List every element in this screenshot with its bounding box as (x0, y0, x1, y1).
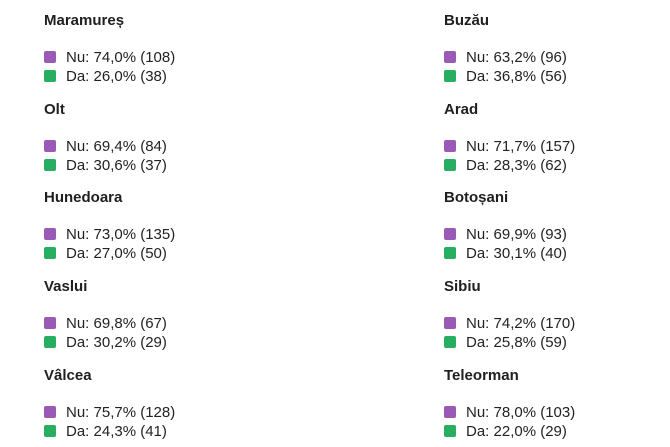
legend-item-da: Da: 30,2% (29) (44, 333, 167, 351)
legend-item-da: Da: 27,0% (50) (44, 244, 167, 262)
legend-item-nu: Nu: 78,0% (103) (444, 403, 575, 421)
legend-label: Da: 28,3% (62) (466, 156, 567, 174)
county-title: Buzău (444, 12, 489, 29)
legend-item-nu: Nu: 69,9% (93) (444, 225, 567, 243)
legend-label: Da: 36,8% (56) (466, 67, 567, 85)
legend-item-da: Da: 28,3% (62) (444, 156, 567, 174)
county-title: Hunedoara (44, 189, 123, 206)
legend-label: Da: 24,3% (41) (66, 422, 167, 440)
legend-swatch-da (444, 247, 456, 259)
legend-label: Da: 25,8% (59) (466, 333, 567, 351)
legend-item-da: Da: 22,0% (29) (444, 422, 567, 440)
county-block: Botoșani Nu: 69,9% (93) Da: 30,1% (40) (444, 177, 664, 263)
county-title: Vâlcea (44, 367, 92, 384)
county-title: Maramureș (44, 12, 125, 29)
legend-item-nu: Nu: 75,7% (128) (44, 403, 175, 421)
legend-item-nu: Nu: 63,2% (96) (444, 48, 567, 66)
county-title: Sibiu (444, 278, 481, 295)
legend-swatch-nu (444, 140, 456, 152)
legend-item-nu: Nu: 69,8% (67) (44, 314, 167, 332)
county-block: Buzău Nu: 63,2% (96) Da: 36,8% (56) (444, 0, 664, 86)
legend-label: Da: 30,2% (29) (66, 333, 167, 351)
legend-item-da: Da: 25,8% (59) (444, 333, 567, 351)
legend-swatch-da (444, 336, 456, 348)
legend-swatch-da (44, 336, 56, 348)
legend-label: Nu: 63,2% (96) (466, 48, 567, 66)
legend-swatch-nu (44, 51, 56, 63)
legend-item-da: Da: 30,1% (40) (444, 244, 567, 262)
legend-label: Da: 30,6% (37) (66, 156, 167, 174)
county-block: Sibiu Nu: 74,2% (170) Da: 25,8% (59) (444, 266, 664, 352)
county-title: Teleorman (444, 367, 519, 384)
county-title: Olt (44, 101, 65, 118)
legend-swatch-da (444, 425, 456, 437)
county-block: Olt Nu: 69,4% (84) Da: 30,6% (37) (44, 89, 264, 175)
county-block: Arad Nu: 71,7% (157) Da: 28,3% (62) (444, 89, 664, 175)
county-title: Vaslui (44, 278, 88, 295)
legend-label: Nu: 71,7% (157) (466, 137, 576, 155)
legend-item-da: Da: 24,3% (41) (44, 422, 167, 440)
legend-label: Da: 26,0% (38) (66, 67, 167, 85)
legend-swatch-nu (444, 406, 456, 418)
county-block: Hunedoara Nu: 73,0% (135) Da: 27,0% (50) (44, 177, 264, 263)
legend-swatch-da (444, 159, 456, 171)
county-block: Vaslui Nu: 69,8% (67) Da: 30,2% (29) (44, 266, 264, 352)
legend-label: Da: 30,1% (40) (466, 244, 567, 262)
legend-swatch-da (44, 159, 56, 171)
legend-label: Da: 27,0% (50) (66, 244, 167, 262)
legend-swatch-nu (44, 228, 56, 240)
legend-item-nu: Nu: 69,4% (84) (44, 137, 167, 155)
legend-item-da: Da: 26,0% (38) (44, 67, 167, 85)
legend-label: Nu: 74,0% (108) (66, 48, 176, 66)
legend-item-nu: Nu: 71,7% (157) (444, 137, 575, 155)
legend-swatch-nu (44, 317, 56, 329)
legend-item-da: Da: 36,8% (56) (444, 67, 567, 85)
legend-swatch-nu (44, 406, 56, 418)
county-title: Arad (444, 101, 479, 118)
legend-swatch-da (44, 425, 56, 437)
legend-swatch-nu (44, 140, 56, 152)
legend-item-nu: Nu: 73,0% (135) (44, 225, 175, 243)
legend-label: Nu: 69,8% (67) (66, 314, 167, 332)
legend-swatch-nu (444, 317, 456, 329)
legend-item-nu: Nu: 74,2% (170) (444, 314, 575, 332)
legend-label: Nu: 74,2% (170) (466, 314, 576, 332)
legend-swatch-da (44, 247, 56, 259)
legend-item-nu: Nu: 74,0% (108) (44, 48, 175, 66)
legend-label: Nu: 73,0% (135) (66, 225, 176, 243)
legend-label: Nu: 69,9% (93) (466, 225, 567, 243)
county-block: Vâlcea Nu: 75,7% (128) Da: 24,3% (41) (44, 355, 264, 441)
legend-swatch-da (444, 70, 456, 82)
legend-swatch-nu (444, 228, 456, 240)
legend-label: Nu: 75,7% (128) (66, 403, 176, 421)
legend-label: Da: 22,0% (29) (466, 422, 567, 440)
legend-item-da: Da: 30,6% (37) (44, 156, 167, 174)
legend-label: Nu: 69,4% (84) (66, 137, 167, 155)
county-block: Teleorman Nu: 78,0% (103) Da: 22,0% (29) (444, 355, 664, 441)
county-block: Maramureș Nu: 74,0% (108) Da: 26,0% (38) (44, 0, 264, 86)
legend-swatch-nu (444, 51, 456, 63)
legend-label: Nu: 78,0% (103) (466, 403, 576, 421)
county-title: Botoșani (444, 189, 509, 206)
legend-swatch-da (44, 70, 56, 82)
